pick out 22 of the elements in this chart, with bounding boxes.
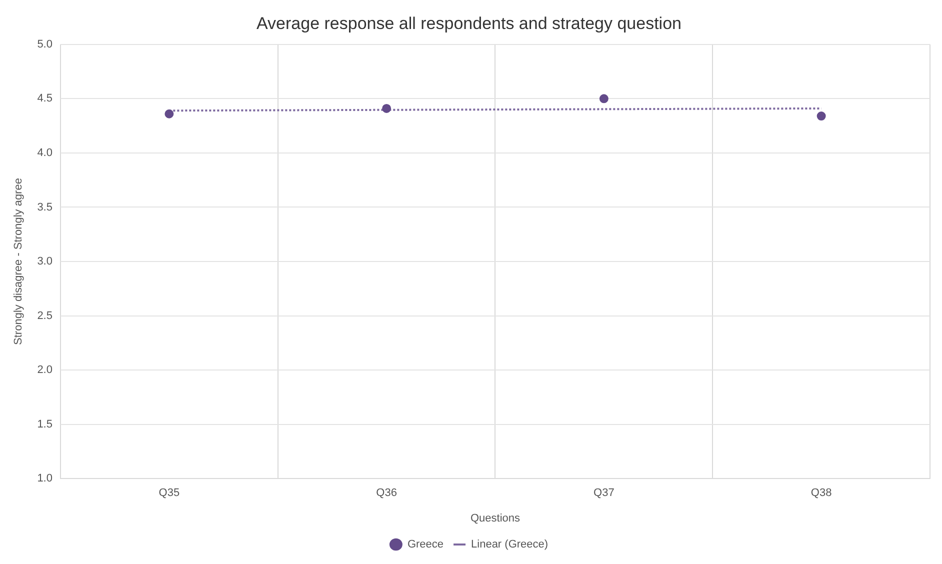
- point: [164, 109, 174, 118]
- point: [382, 104, 392, 113]
- x-tick-label: Q35: [158, 487, 180, 500]
- y-tick-label: 1.5: [37, 418, 52, 430]
- x-tick-label: Q37: [594, 487, 614, 500]
- point: [816, 112, 826, 121]
- y-tick-label: 5.0: [37, 38, 52, 50]
- x-tick-label: Q36: [376, 487, 397, 500]
- y-tick-label: 4.5: [37, 92, 52, 105]
- x-tick-label: Q38: [810, 487, 832, 500]
- chart-title: Average response all respondents and strategy question: [256, 14, 682, 33]
- y-tick-label: 3.5: [37, 201, 52, 214]
- x-axis-title: Questions: [470, 512, 521, 524]
- y-tick-label: 4.0: [37, 146, 52, 159]
- y-tick-label: 3.0: [37, 256, 52, 268]
- point: [599, 94, 608, 104]
- y-tick-label: 2.5: [37, 310, 52, 322]
- y-tick-label: 2.0: [37, 364, 52, 376]
- y-axis-title: Strongly disagree - Strongly agree: [12, 178, 25, 345]
- legend-label: Linear (Greece): [471, 538, 548, 551]
- legend-label: Greece: [407, 538, 444, 551]
- y-tick-label: 1.0: [37, 472, 52, 485]
